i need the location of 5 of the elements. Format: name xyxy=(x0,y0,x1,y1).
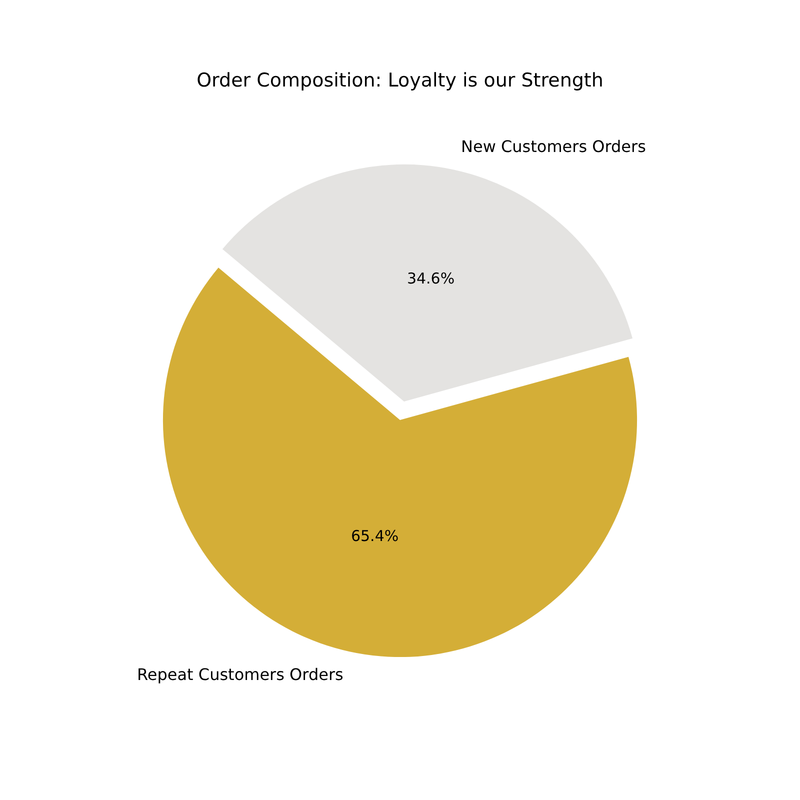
data-label: 34.6% xyxy=(406,270,455,288)
slice-label: Repeat Customers Orders xyxy=(137,665,344,684)
slice-label: New Customers Orders xyxy=(461,137,646,156)
data-label: 65.4% xyxy=(350,526,399,545)
chart-title: Order Composition: Loyalty is our Strength xyxy=(196,70,604,92)
